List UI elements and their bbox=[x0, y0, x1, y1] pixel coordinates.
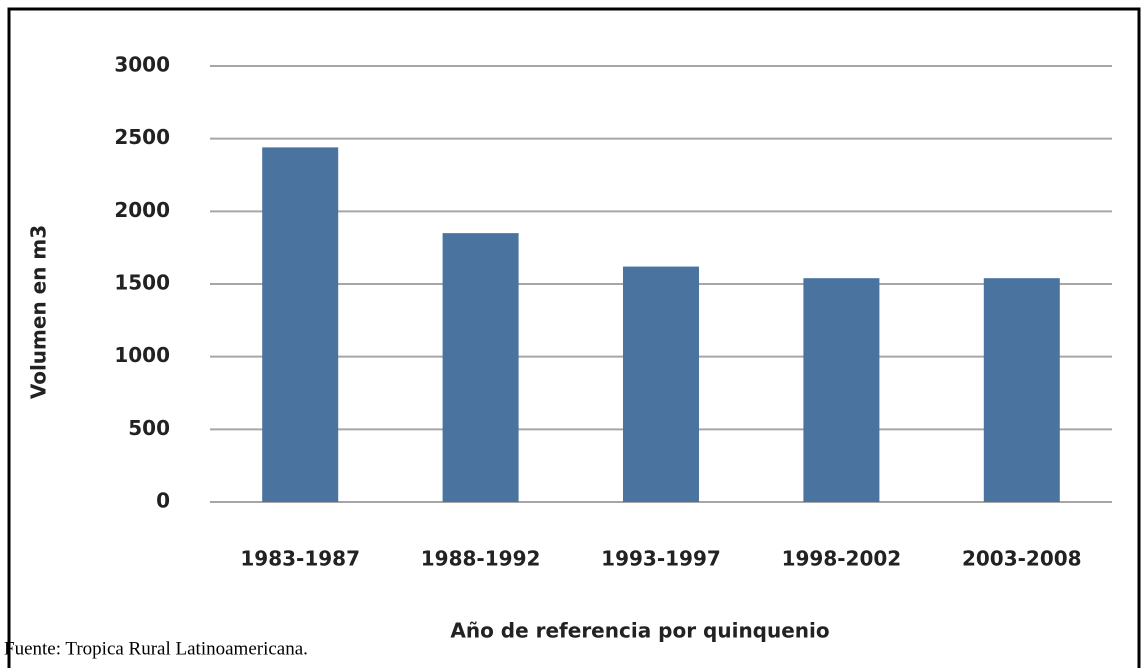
bar bbox=[803, 278, 880, 502]
y-tick-label: 1000 bbox=[114, 343, 170, 367]
bar bbox=[262, 147, 339, 503]
x-tick-label: 2003-2008 bbox=[962, 547, 1082, 571]
x-tick-label: 1988-1992 bbox=[421, 547, 541, 571]
x-tick-label: 1983-1987 bbox=[240, 547, 360, 571]
frame bbox=[7, 7, 1141, 668]
y-tick-label: 3000 bbox=[114, 53, 170, 77]
y-tick-label: 2000 bbox=[114, 198, 170, 222]
y-tick-label: 2500 bbox=[114, 125, 170, 149]
y-tick-label: 1500 bbox=[114, 271, 170, 295]
bar bbox=[623, 266, 699, 502]
bar bbox=[983, 278, 1060, 502]
source-note: Fuente: Tropica Rural Latinoamericana. bbox=[4, 638, 308, 659]
y-tick-label: 0 bbox=[156, 489, 170, 513]
x-tick-label: 1993-1997 bbox=[601, 547, 721, 571]
x-tick-label: 1998-2002 bbox=[782, 547, 902, 571]
y-axis-label: Volumen en m3 bbox=[27, 225, 51, 399]
bar bbox=[442, 233, 519, 502]
x-axis-label: Año de referencia por quinquenio bbox=[450, 619, 829, 643]
y-tick-label: 500 bbox=[128, 416, 170, 440]
